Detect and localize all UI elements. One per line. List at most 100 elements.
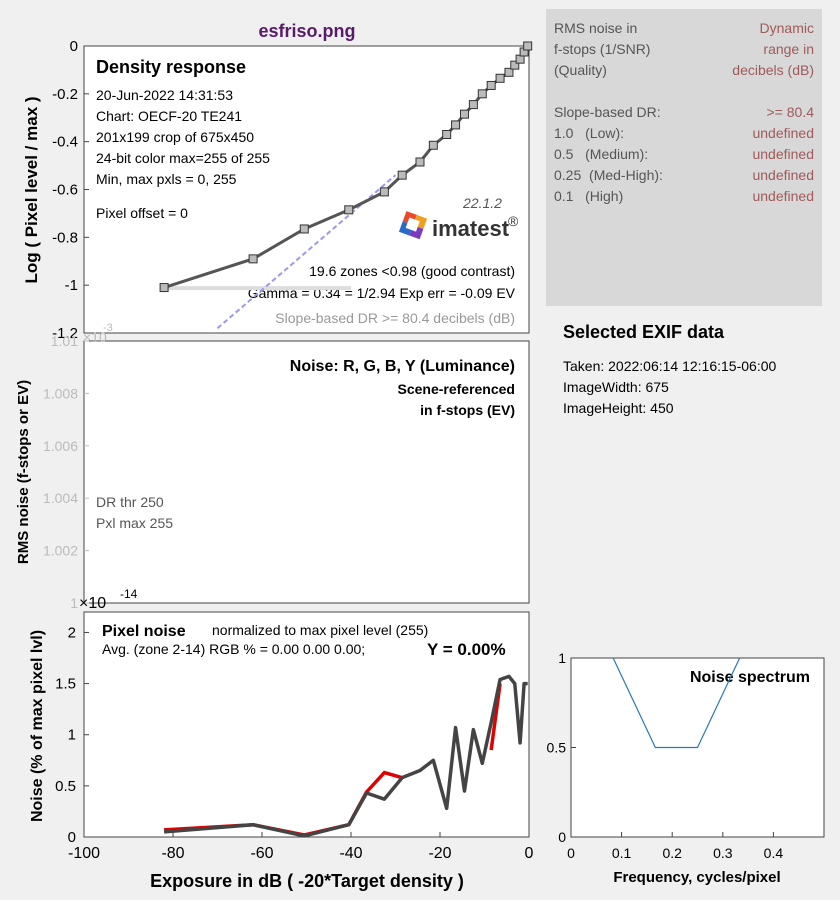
noise-spectrum-plot: 00.51 0 0.1 0.2 0.3 0.4 Noise spectrum Frequ… [547, 650, 825, 886]
imatest-logo-mark: ® [508, 213, 519, 229]
rms-bottom-exponent-base: ×10 [79, 595, 106, 612]
rms-y-tick-label: 1.01 [51, 333, 78, 349]
density-point [428, 140, 438, 150]
info-header-left-line: RMS noise in [554, 20, 638, 36]
density-info-line: Chart: OECF-20 TE241 [96, 108, 242, 124]
pixel-noise-x-tick-label: -80 [161, 845, 184, 862]
rms-plot-area [83, 340, 530, 604]
spectrum-title: Noise spectrum [690, 669, 810, 686]
density-info-line: 24-bit color max=255 of 255 [96, 150, 270, 166]
density-info-block: 20-Jun-2022 14:31:53 Chart: OECF-20 TE241… [96, 87, 270, 187]
exif-image-width: ImageWidth: 675 [563, 379, 669, 395]
rms-noise-plot: 1 1.002 1.004 1.006 1.008 1.01 RMS noise (f-s… [15, 322, 530, 612]
rms-bottom-exponent-power: -14 [120, 587, 138, 601]
info-row-label: 0.1 (High) [554, 188, 624, 204]
info-header-left-line: f-stops (1/SNR) [554, 41, 651, 57]
imatest-logo: imatest ® [398, 211, 519, 241]
rms-y-tick-label: 1.002 [43, 543, 78, 559]
density-pixel-offset: Pixel offset = 0 [96, 205, 188, 221]
rms-top-exponent-base: ×10 [83, 329, 107, 345]
pixel-noise-plot: 0 0.5 1 1.5 2 -100 -80 -60 -40 -20 0 Noise (% of … [29, 611, 534, 891]
pixel-noise-x-tick-label: -20 [428, 845, 451, 862]
rms-y-tick-label: 1 [70, 595, 78, 611]
rms-note: DR thr 250 Pxl max 255 [96, 494, 173, 531]
spectrum-x-tick-label: 0.2 [662, 845, 682, 861]
density-y-tick-label: -0.4 [52, 134, 78, 151]
rms-bottom-exponent: ×10 -14 [79, 587, 138, 612]
density-point [459, 109, 469, 119]
exif-taken: Taken: 2022:06:14 12:16:15-06:00 [563, 358, 777, 374]
density-plot-area [83, 45, 530, 334]
rms-y-ticks: 1 1.002 1.004 1.006 1.008 1.01 [43, 333, 89, 611]
density-point [451, 120, 461, 130]
pixel-noise-y-axis-label: Noise (% of max pixel lvl) [29, 630, 46, 822]
spectrum-x-axis-label: Frequency, cycles/pixel [613, 869, 780, 886]
density-y-tick-label: -0.6 [52, 182, 78, 199]
rms-subtitle-line: Scene-referenced [397, 381, 515, 397]
density-point [504, 67, 514, 77]
imatest-version: 22.1.2 [462, 195, 502, 211]
info-row-value: >= 80.4 [766, 104, 815, 120]
info-row-label: Slope-based DR: [554, 104, 661, 120]
density-point [442, 129, 452, 139]
rms-subtitle-line: in f-stops (EV) [420, 402, 515, 418]
spectrum-y-ticks: 00.51 [547, 650, 576, 845]
spectrum-x-tick-label: 0.3 [713, 845, 733, 861]
density-y-axis-label: Log ( Pixel level / max ) [22, 96, 41, 283]
density-point [486, 80, 496, 90]
density-stats-line: 19.6 zones <0.98 (good contrast) [309, 263, 515, 279]
pixel-noise-plot-area [83, 611, 530, 838]
info-row-value: undefined [752, 188, 814, 204]
slope-dr-text: Slope-based DR >= 80.4 decibels (dB) [275, 310, 515, 326]
rms-y-axis-label: RMS noise (f-stops or EV) [15, 380, 32, 564]
density-y-tick-label: 0 [70, 38, 78, 55]
rms-top-exponent-power: -3 [103, 322, 113, 334]
pixel-noise-y-tick-label: 0 [68, 829, 76, 846]
density-title: Density response [96, 57, 246, 77]
spectrum-curve [612, 657, 741, 749]
density-info-line: 20-Jun-2022 14:31:53 [96, 87, 233, 103]
dynamic-range-panel [546, 9, 822, 306]
density-point [415, 157, 425, 167]
pixel-noise-x-tick-label: 0 [525, 845, 534, 862]
density-point [523, 41, 533, 51]
imatest-logo-text: imatest [432, 216, 510, 241]
density-y-ticks: 0 -0.2 -0.4 -0.6 -0.8 -1 -1.2 [52, 38, 89, 342]
density-y-tick-label: -1.2 [52, 325, 78, 342]
pixel-noise-y-tick-label: 1.5 [55, 676, 76, 693]
pixel-noise-line [163, 674, 528, 838]
pixel-noise-x-tick-label: -100 [68, 845, 100, 862]
density-y-tick-label: -0.2 [52, 86, 78, 103]
spectrum-x-tick-label: 0 [567, 845, 575, 861]
density-response-plot: 0 -0.2 -0.4 -0.6 -0.8 -1 -1.2 Log ( Pixel leve… [22, 38, 533, 342]
info-row-value: undefined [752, 125, 814, 141]
info-row-value: undefined [752, 167, 814, 183]
density-y-tick-label: -0.8 [52, 229, 78, 246]
density-point [510, 60, 520, 70]
density-stats: 19.6 zones <0.98 (good contrast)Gamma = … [164, 263, 516, 301]
pixel-noise-x-tick-label: -60 [250, 845, 273, 862]
spectrum-x-tick-label: 0.4 [764, 845, 784, 861]
info-header-right-line: Dynamic [759, 20, 814, 36]
rms-y-tick-label: 1.004 [43, 490, 78, 506]
density-markers [159, 41, 533, 293]
density-point [397, 170, 407, 180]
exif-image-height: ImageHeight: 450 [563, 400, 674, 416]
pixel-noise-y-ticks: 0 0.5 1 1.5 2 [55, 624, 89, 846]
rms-y-tick-label: 1.008 [43, 385, 78, 401]
info-row-label: 0.5 (Medium): [554, 146, 649, 162]
spectrum-y-tick-label: 0 [558, 829, 566, 845]
spectrum-y-tick-label: 1 [558, 650, 566, 666]
pixel-noise-x-ticks: -100 -80 -60 -40 -20 0 [68, 832, 534, 862]
density-info-line: 201x199 crop of 675x450 [96, 129, 254, 145]
density-point [379, 187, 389, 197]
rms-note-line: DR thr 250 [96, 494, 164, 510]
density-info-line: Min, max pxls = 0, 255 [96, 171, 237, 187]
rms-top-exponent: ×10 -3 [83, 322, 113, 345]
pixel-noise-series [163, 674, 528, 838]
pixel-noise-y-value: Y = 0.00% [427, 640, 506, 659]
pixel-noise-title-note: normalized to max pixel level (255) [212, 622, 428, 638]
exif-title: Selected EXIF data [563, 322, 725, 342]
spectrum-x-ticks: 0 0.1 0.2 0.3 0.4 [567, 832, 783, 861]
spectrum-x-tick-label: 0.1 [612, 845, 632, 861]
